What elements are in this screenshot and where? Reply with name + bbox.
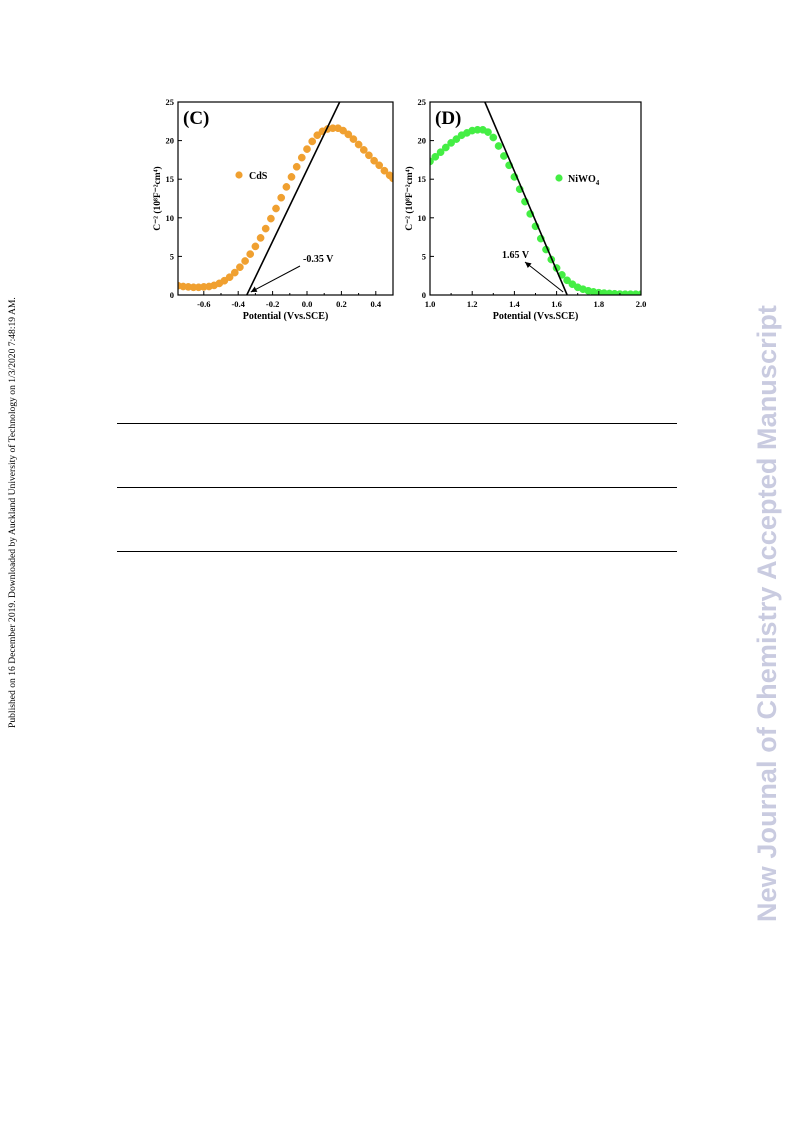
- chart-c-x-axis-label: Potential (Vvs.SCE): [243, 311, 329, 322]
- chart-c-annotation: -0.35 V: [303, 254, 334, 265]
- chart-d-data-point: [436, 148, 445, 157]
- chart-d-x-tick-label: 1.6: [551, 299, 562, 309]
- chart-d-legend-subscript: 4: [596, 179, 600, 187]
- chart-c-data-point: [251, 242, 260, 251]
- chart-d-data-point: [637, 290, 641, 295]
- chart-c-y-tick-label: 10: [166, 213, 175, 223]
- chart-d-data-point: [452, 135, 461, 143]
- figure-charts: -0.6 -0.4 -0.2 0.0 0.2 0.4 0 5 10 15 20 25 Potential…: [152, 97, 646, 322]
- chart-c-data-point: [277, 193, 286, 202]
- chart-d-points: [430, 125, 641, 295]
- chart-c-x-tick-label: -0.6: [197, 299, 210, 309]
- chart-c-data-point: [354, 140, 363, 149]
- chart-d-x-tick-label: 2.0: [636, 299, 647, 309]
- chart-c-legend-marker: [235, 171, 243, 179]
- chart-d-y-tick-label: 5: [422, 251, 426, 261]
- chart-c-data-point: [236, 263, 244, 272]
- chart-d-panel-label: (D): [435, 108, 461, 129]
- chart-c-x-tick-label: -0.4: [231, 299, 245, 309]
- chart-c-y-tick-label: 5: [170, 251, 174, 261]
- chart-c-data-point: [375, 161, 384, 170]
- chart-c-y-axis-label: C⁻² (10⁸F⁻²cm⁴): [152, 166, 163, 230]
- chart-c-plot-frame: [177, 101, 394, 296]
- chart-c-data-point: [292, 162, 301, 171]
- chart-c-data-point: [282, 183, 291, 191]
- chart-c-data-point: [297, 153, 306, 162]
- chart-c-data-point: [339, 126, 347, 135]
- chart-c-y-tick-label: 25: [166, 97, 175, 107]
- chart-c-y-tick-label: 0: [170, 290, 174, 300]
- chart-c-data-point: [225, 273, 234, 282]
- chart-c-x-tick-label: 0.4: [370, 299, 381, 309]
- chart-d-annotation-arrow: [524, 261, 564, 293]
- chart-c-data-point: [256, 234, 265, 242]
- chart-c-fit-line: [246, 102, 341, 295]
- chart-d-y-tick-label: 10: [418, 213, 427, 223]
- chart-d-y-tick-label: 25: [418, 97, 427, 107]
- chart-c-data-point: [380, 166, 389, 175]
- chart-d-data-point: [563, 276, 571, 285]
- chart-d-data-point: [447, 139, 455, 147]
- chart-c-data-point: [344, 130, 353, 139]
- chart-c-data-point: [272, 204, 280, 213]
- chart-d-legend-marker: [555, 174, 563, 182]
- journal-watermark-text: New Journal of Chemistry Accepted Manusc…: [752, 304, 782, 922]
- chart-d-x-tick-label: 1.0: [425, 299, 436, 309]
- chart-d-data-point: [484, 128, 492, 136]
- chart-d-y-tick-label: 0: [422, 290, 426, 300]
- chart-d-plot-frame: [429, 101, 642, 296]
- chart-d-fit-line: [484, 102, 568, 295]
- chart-c-data-point: [267, 214, 275, 223]
- chart-c-points: [178, 124, 393, 292]
- chart-c-data-point: [241, 257, 249, 265]
- chart-d-y-axis-label: C⁻² (10⁸F⁻²cm⁴): [404, 166, 415, 230]
- chart-c-panel-label: (C): [183, 108, 209, 129]
- chart-c-data-point: [246, 250, 255, 258]
- chart-c-data-point: [349, 135, 358, 143]
- chart-d-x-tick-label: 1.8: [593, 299, 604, 309]
- chart-c-x-tick-label: -0.2: [266, 299, 279, 309]
- chart-c-data-point: [370, 156, 378, 165]
- chart-c-data-point: [261, 224, 270, 233]
- chart-d-x-tick-label: 1.4: [509, 299, 520, 309]
- chart-d-data-point: [494, 142, 503, 150]
- chart-d-data-point: [489, 133, 498, 142]
- chart-c-y-tick-label: 15: [166, 174, 175, 184]
- table-top-rule: [117, 423, 677, 424]
- chart-c-x-tick-label: 0.0: [302, 299, 313, 309]
- chart-c-data-point: [230, 268, 239, 277]
- chart-c-data-point: [287, 173, 296, 181]
- chart-c-annotation-arrow: [250, 265, 301, 293]
- download-notice-text: Published on 16 December 2019. Downloade…: [7, 297, 18, 728]
- chart-c-data-point: [359, 146, 368, 154]
- chart-d-data-point: [431, 152, 440, 161]
- chart-d-x-tick-label: 1.2: [467, 299, 478, 309]
- chart-c-data-point: [308, 137, 317, 146]
- chart-c: -0.6 -0.4 -0.2 0.0 0.2 0.4 0 5 10 15 20 25 Potential…: [152, 97, 394, 322]
- chart-c-data-point: [303, 145, 311, 153]
- chart-c-x-tick-label: 0.2: [336, 299, 347, 309]
- chart-d: 1.0 1.2 1.4 1.6 1.8 2.0 0 5 10 15 20 25 Potential (V…: [404, 97, 646, 322]
- chart-c-data-point: [313, 131, 322, 140]
- chart-d-x-axis-label: Potential (Vvs.SCE): [493, 311, 579, 322]
- table-bottom-rule: [117, 551, 677, 552]
- chart-d-legend-label: NiWO4: [568, 174, 600, 187]
- chart-d-data-point: [441, 143, 450, 152]
- chart-c-data-point: [365, 151, 373, 160]
- chart-c-y-tick-label: 20: [166, 136, 175, 146]
- chart-d-y-tick-label: 15: [418, 174, 427, 184]
- chart-d-annotation: 1.65 V: [502, 250, 530, 261]
- chart-c-legend-label: CdS: [249, 171, 268, 182]
- table-mid-rule: [117, 487, 677, 488]
- chart-d-y-tick-label: 20: [418, 136, 427, 146]
